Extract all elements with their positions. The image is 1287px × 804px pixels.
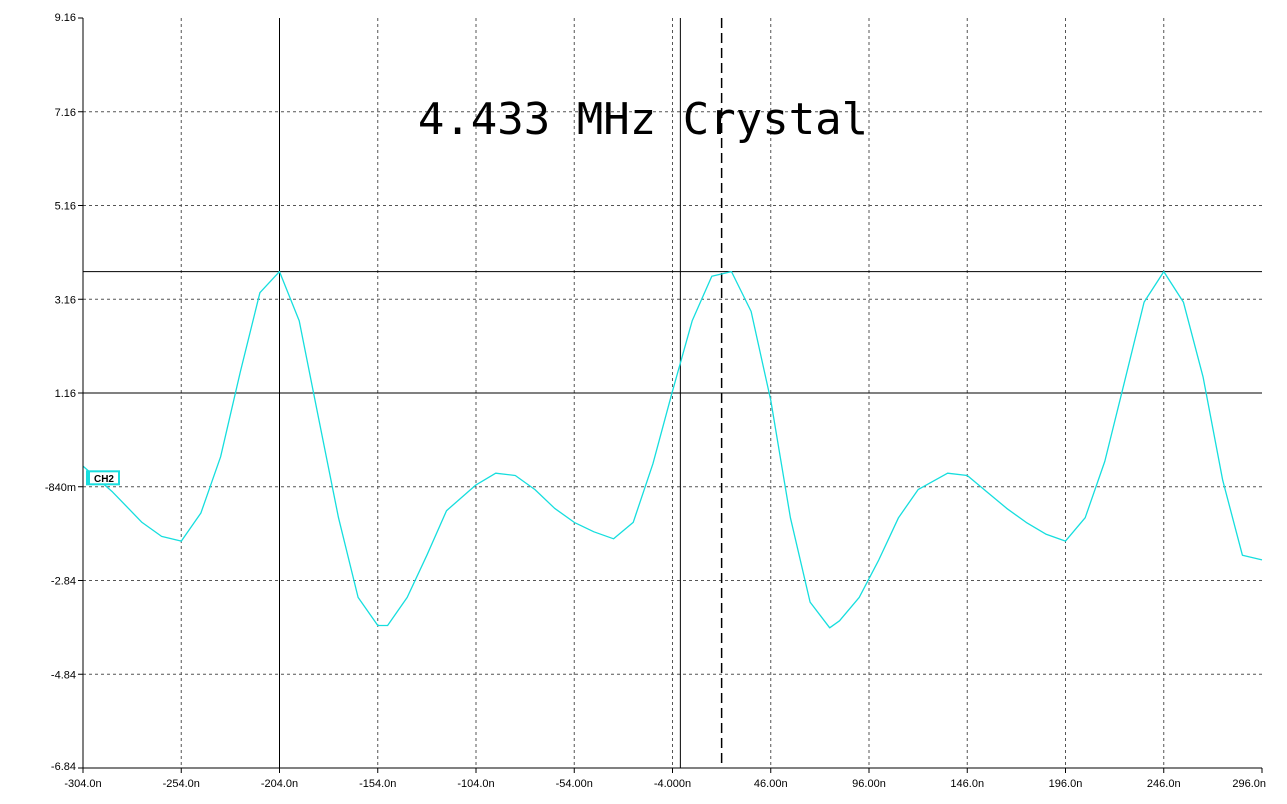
x-tick-label: -254.0n: [163, 778, 200, 790]
x-tick-label: 196.0n: [1049, 778, 1083, 790]
y-tick-label: -4.84: [51, 669, 76, 681]
plot-frame: [78, 17, 1263, 773]
waveform-layer: [82, 270, 1263, 629]
y-tick-label: 7.16: [55, 107, 76, 119]
y-tick-label: -6.84: [51, 761, 76, 773]
chart-title: 4.433 MHz Crystal: [418, 94, 868, 145]
x-tick-label: 146.0n: [950, 778, 984, 790]
y-tick-label: 5.16: [55, 201, 76, 213]
x-tick-label: -54.00n: [556, 778, 593, 790]
y-axis-tick-labels: 9.16 7.16 5.16 3.16 1.16 -840m -2.84 -4.84 -6.84: [45, 12, 76, 773]
y-tick-label: 3.16: [55, 294, 76, 306]
x-tick-label: 96.00n: [852, 778, 886, 790]
x-tick-label: 296.0n: [1232, 778, 1266, 790]
waveform-ch2: [82, 270, 1263, 629]
x-tick-label: 46.00n: [754, 778, 788, 790]
x-axis-tick-labels: -304.0n -254.0n -204.0n -154.0n -104.0n -54.0…: [64, 778, 1266, 790]
x-tick-label: -154.0n: [359, 778, 396, 790]
y-tick-label: 1.16: [55, 388, 76, 400]
channel-marker-label: CH2: [94, 474, 114, 485]
x-tick-label: -4.000n: [654, 778, 691, 790]
y-tick-label: -840m: [45, 482, 76, 494]
y-tick-label: -2.84: [51, 576, 76, 588]
x-tick-label: -304.0n: [64, 778, 101, 790]
x-tick-label: 246.0n: [1147, 778, 1181, 790]
channel-marker-layer: CH2: [86, 470, 120, 486]
y-tick-label: 9.16: [55, 12, 76, 24]
x-tick-label: -204.0n: [261, 778, 298, 790]
channel-marker-inner: [90, 472, 118, 484]
x-tick-label: -104.0n: [457, 778, 494, 790]
